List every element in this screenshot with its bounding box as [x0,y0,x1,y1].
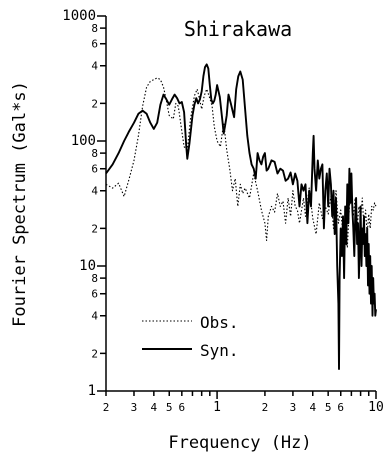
chart-title: Shirakawa [184,17,292,41]
y-axis-label: Fourier Spectrum (Gal*s) [10,81,30,327]
x-tick-label: 6 [337,401,344,414]
x-tick-label: 5 [325,401,332,414]
x-tick-label: 6 [179,401,186,414]
y-tick-label: 1 [88,383,96,399]
x-axis-label: Frequency (Hz) [168,433,311,453]
x-tick-label: 1 [213,400,221,415]
x-tick-label: 2 [103,401,110,414]
x-tick-label: 5 [166,401,173,414]
y-tick-label: 100 [71,133,96,149]
legend: Obs. Syn. [142,313,239,360]
x-tick-label: 4 [151,401,158,414]
y-tick-label: 8 [91,147,98,160]
y-tick-label: 10 [79,258,96,274]
legend-label: Obs. [200,313,239,332]
y-tick-label: 6 [91,288,98,301]
legend-label: Syn. [200,341,239,360]
x-tick-label: 2 [262,401,269,414]
series-layer [105,63,377,370]
y-tick-label: 2 [91,347,98,360]
y-tick-label: 8 [91,22,98,35]
x-tick-label: 10 [368,400,384,415]
x-tick-label: 3 [290,401,297,414]
y-tick-label: 4 [91,185,98,198]
y-tick-label: 2 [91,222,98,235]
y-tick-label: 6 [91,163,98,176]
y-tick-label: 4 [91,60,98,73]
y-tick-label: 8 [91,272,98,285]
series-line-syn [105,63,377,370]
y-tick-label: 6 [91,38,98,51]
y-tick-label: 4 [91,310,98,323]
x-tick-label: 3 [131,401,138,414]
x-tick-label: 4 [309,401,316,414]
y-tick-label: 2 [91,97,98,110]
y-tick-label: 1000 [62,8,96,24]
